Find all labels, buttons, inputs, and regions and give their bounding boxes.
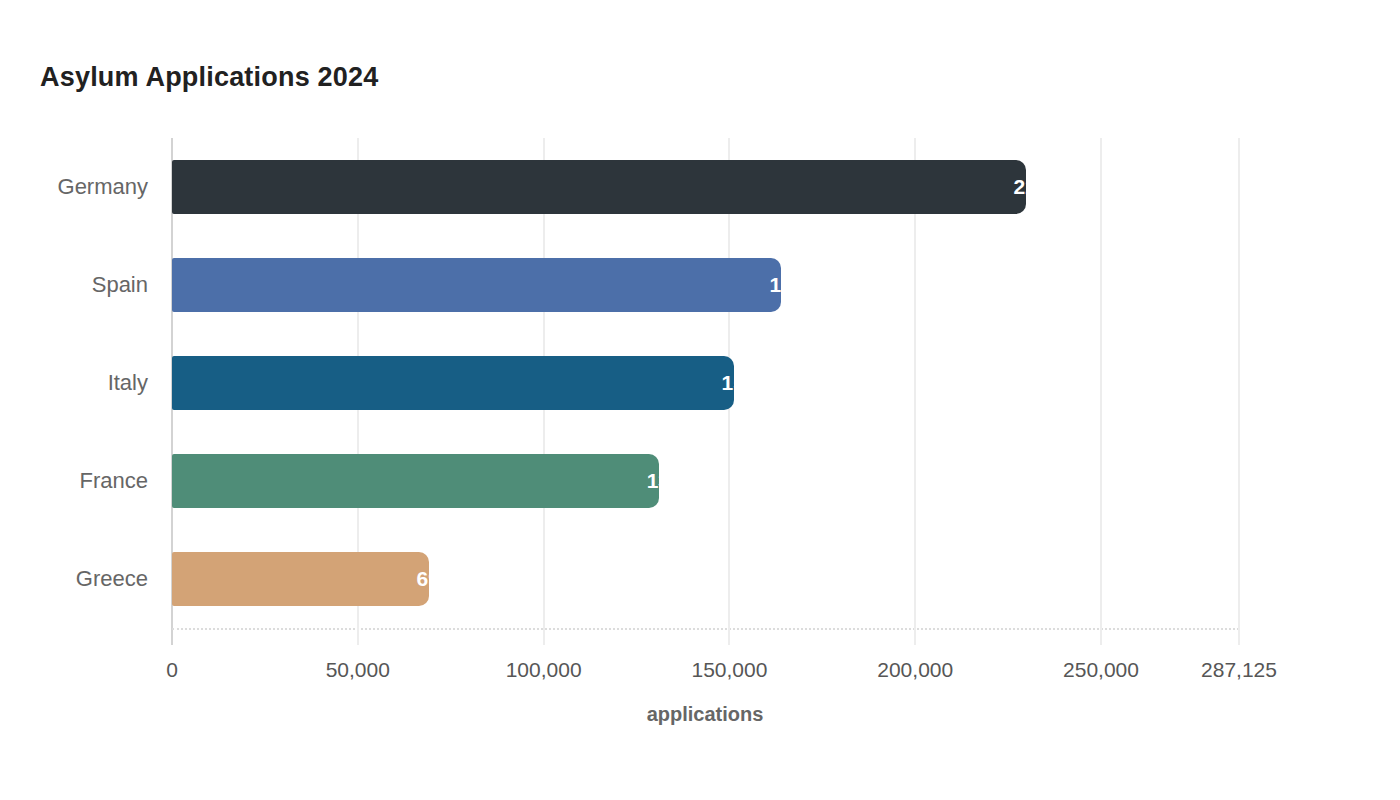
x-axis-title: applications: [647, 703, 764, 726]
plot-area: 229,700 164,010 151,120 130,955 69,025: [172, 138, 1239, 628]
bar-france: 130,955: [172, 454, 659, 508]
bar-value-label-greece: 69,025: [417, 567, 481, 591]
category-label-greece: Greece: [0, 530, 148, 628]
chart-title: Asylum Applications 2024: [40, 62, 378, 93]
x-tick-label-150000: 150,000: [691, 658, 767, 682]
x-tick-label-200000: 200,000: [877, 658, 953, 682]
gridline-200000: [914, 138, 916, 645]
bar-value-label-france: 130,955: [647, 469, 723, 493]
bar-value-label-germany: 229,700: [1014, 175, 1090, 199]
x-tick-label-50000: 50,000: [326, 658, 390, 682]
bar-greece: 69,025: [172, 552, 429, 606]
x-tick-label-0: 0: [166, 658, 178, 682]
gridline-287125: [1238, 138, 1240, 645]
x-axis-tick-labels: 050,000100,000150,000200,000250,000287,1…: [172, 658, 1239, 688]
bar-value-label-spain: 164,010: [769, 273, 845, 297]
x-axis-baseline: [172, 628, 1239, 630]
gridline-250000: [1100, 138, 1102, 645]
bar-italy: 151,120: [172, 356, 734, 410]
bar-value-label-italy: 151,120: [722, 371, 798, 395]
category-label-italy: Italy: [0, 334, 148, 432]
bar-germany: 229,700: [172, 160, 1026, 214]
x-tick-label-250000: 250,000: [1063, 658, 1139, 682]
y-axis-category-labels: GermanySpainItalyFranceGreece: [0, 138, 148, 628]
category-label-france: France: [0, 432, 148, 530]
category-label-germany: Germany: [0, 138, 148, 236]
x-tick-label-287125: 287,125: [1201, 658, 1277, 682]
category-label-spain: Spain: [0, 236, 148, 334]
bar-spain: 164,010: [172, 258, 781, 312]
x-tick-label-100000: 100,000: [506, 658, 582, 682]
